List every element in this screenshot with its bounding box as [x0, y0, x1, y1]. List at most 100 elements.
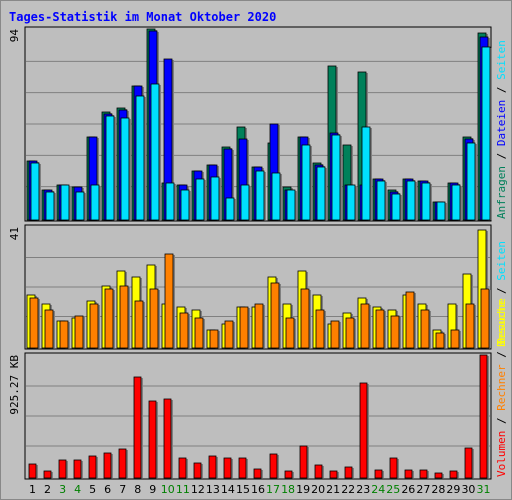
bar-seiten-day-15 — [240, 184, 250, 221]
day-label-30: 30 — [461, 483, 475, 496]
bar-volumen-day-2 — [43, 470, 52, 479]
bar-rechner-day-11 — [179, 312, 189, 349]
legend-entry: Rechner — [495, 364, 508, 411]
bar-seiten-day-18 — [286, 189, 296, 221]
bar-volumen-day-13 — [208, 455, 217, 479]
bar-seiten-day-14 — [225, 197, 235, 221]
bar-volumen-day-15 — [238, 457, 247, 479]
panel-legend: Anfragen / Dateien / Seiten — [495, 40, 508, 219]
bar-seiten-day-12 — [195, 178, 205, 221]
bar-seiten-day-23 — [361, 126, 371, 221]
y-max-label: 925.27 KB — [8, 355, 21, 415]
day-label-2: 2 — [44, 483, 51, 496]
bar-seiten-day-25 — [391, 193, 401, 221]
bar-rechner-day-26 — [405, 291, 415, 349]
bar-seiten-day-26 — [406, 180, 416, 221]
bar-rechner-day-28 — [435, 332, 445, 349]
day-label-22: 22 — [341, 483, 355, 496]
bar-volumen-day-30 — [464, 447, 473, 479]
bar-rechner-day-1 — [29, 297, 39, 349]
bar-rechner-day-29 — [450, 329, 460, 349]
legend-entry: Seiten — [495, 40, 508, 80]
bar-volumen-day-18 — [284, 470, 293, 479]
day-label-31: 31 — [476, 483, 490, 496]
bar-seiten-day-16 — [255, 170, 265, 221]
day-label-9: 9 — [149, 483, 156, 496]
legend-separator: / — [495, 281, 508, 301]
day-label-14: 14 — [221, 483, 235, 496]
y-max-label: 94 — [8, 29, 21, 43]
bar-rechner-day-2 — [44, 309, 54, 349]
day-label-23: 23 — [356, 483, 370, 496]
legend-separator: / — [495, 80, 508, 100]
bar-seiten-day-2 — [45, 191, 55, 221]
bar-volumen-day-11 — [178, 457, 187, 479]
bar-rechner-day-3 — [59, 320, 69, 349]
day-label-10: 10 — [161, 483, 175, 496]
bar-volumen-day-24 — [374, 469, 383, 479]
legend-entry: Seiten — [495, 241, 508, 281]
day-label-6: 6 — [104, 483, 111, 496]
bar-volumen-day-19 — [299, 445, 308, 479]
day-label-20: 20 — [311, 483, 325, 496]
bar-rechner-day-20 — [315, 309, 325, 349]
bar-seiten-day-13 — [210, 176, 220, 221]
bar-rechner-day-7 — [119, 285, 129, 349]
bar-rechner-day-4 — [74, 315, 84, 349]
bar-seiten-day-20 — [316, 166, 326, 221]
bar-rechner-day-12 — [194, 317, 204, 349]
day-label-17: 17 — [266, 483, 280, 496]
day-label-25: 25 — [386, 483, 400, 496]
legend-entry: Anfragen — [495, 166, 508, 219]
bar-volumen-day-6 — [103, 452, 112, 479]
bar-seiten-day-7 — [120, 117, 130, 221]
bar-seiten-day-28 — [436, 201, 446, 221]
bar-seiten-day-29 — [451, 184, 461, 221]
day-label-24: 24 — [371, 483, 385, 496]
bar-seiten-day-4 — [75, 191, 85, 221]
bar-volumen-day-5 — [88, 455, 97, 479]
bar-seiten-day-3 — [60, 184, 70, 221]
bar-seiten-day-30 — [466, 142, 476, 221]
legend-entry: Dateien — [495, 100, 508, 146]
legend-entry: Volumen — [495, 431, 508, 477]
legend-separator: / — [495, 411, 508, 431]
bar-seiten-day-5 — [90, 184, 100, 221]
day-label-16: 16 — [251, 483, 265, 496]
day-label-12: 12 — [191, 483, 205, 496]
bar-rechner-day-31 — [480, 288, 490, 349]
y-max-label: 41 — [8, 227, 21, 240]
bar-volumen-day-1 — [28, 463, 37, 479]
bar-volumen-day-3 — [58, 459, 67, 479]
bar-volumen-day-4 — [73, 459, 82, 479]
bar-rechner-day-18 — [285, 317, 295, 349]
day-label-29: 29 — [446, 483, 460, 496]
bar-seiten-day-27 — [421, 182, 431, 221]
legend-separator: / — [495, 146, 508, 166]
bar-volumen-day-26 — [404, 469, 413, 479]
bar-volumen-day-17 — [269, 453, 278, 479]
panel-middle: 41 Besuche / Seiten — [8, 224, 508, 350]
day-label-27: 27 — [416, 483, 430, 496]
legend-entry: Besuche — [495, 298, 508, 344]
bar-volumen-day-10 — [163, 398, 172, 479]
bar-rechner-day-10 — [164, 253, 174, 349]
bar-volumen-day-12 — [193, 462, 202, 479]
bar-rechner-day-22 — [345, 317, 355, 349]
day-label-18: 18 — [281, 483, 295, 496]
bar-rechner-day-25 — [390, 315, 400, 349]
bar-rechner-day-23 — [360, 303, 370, 349]
day-label-21: 21 — [326, 483, 340, 496]
bar-seiten-day-11 — [180, 189, 190, 221]
bar-volumen-day-20 — [314, 464, 323, 479]
day-label-26: 26 — [401, 483, 415, 496]
bar-seiten-day-22 — [346, 184, 356, 221]
bar-rechner-day-30 — [465, 303, 475, 349]
bar-volumen-day-14 — [223, 457, 232, 479]
bar-seiten-day-10 — [165, 182, 175, 221]
day-label-3: 3 — [59, 483, 66, 496]
bar-seiten-day-31 — [481, 46, 491, 221]
bar-rechner-day-15 — [239, 306, 249, 349]
bar-volumen-day-31 — [479, 354, 488, 479]
